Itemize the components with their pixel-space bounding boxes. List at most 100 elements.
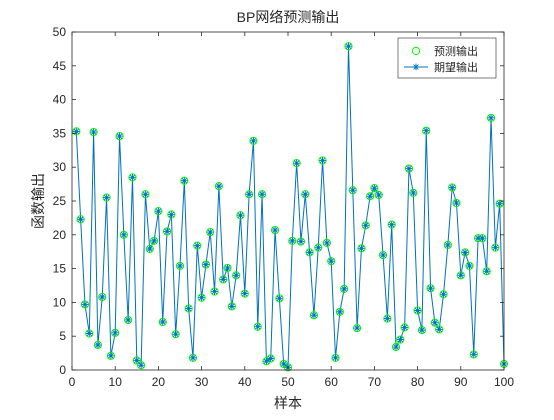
point-expected [310, 311, 318, 319]
legend-box [397, 37, 497, 79]
point-expected [224, 264, 231, 272]
x-tick-label: 50 [281, 375, 295, 389]
point-predicted [89, 127, 98, 137]
point-expected [129, 173, 136, 181]
point-predicted [439, 290, 448, 299]
point-predicted [443, 240, 452, 250]
axes: 0 10 20 30 40 50 60 70 80 90 100 0 5 10 15 20 25 30 35 40 45… [53, 25, 515, 389]
point-predicted [119, 230, 128, 239]
point-expected [349, 186, 357, 194]
point-predicted [210, 287, 219, 296]
point-predicted [240, 289, 249, 298]
point-predicted [292, 159, 301, 168]
point-expected [396, 336, 404, 343]
point-predicted [305, 248, 314, 257]
point-expected [219, 276, 227, 283]
point-predicted [72, 127, 81, 136]
point-predicted [413, 306, 422, 315]
point-expected [116, 132, 123, 140]
point-predicted [357, 244, 366, 253]
point-expected [444, 241, 452, 249]
point-predicted [193, 241, 202, 250]
point-predicted [149, 236, 159, 245]
point-expected [254, 323, 262, 331]
chart-title: BP网络预测输出 [237, 9, 340, 25]
point-predicted [327, 257, 336, 266]
point-predicted [262, 357, 271, 366]
point-expected [409, 189, 417, 197]
x-tick-label: 0 [69, 375, 76, 389]
point-expected [258, 190, 266, 198]
point-expected [483, 267, 491, 275]
point-expected [167, 211, 175, 218]
point-expected [327, 257, 335, 265]
point-expected [288, 237, 296, 245]
point-expected [405, 165, 413, 172]
y-tick-label: 35 [53, 126, 67, 140]
point-predicted [275, 294, 284, 303]
point-expected [306, 248, 313, 256]
point-expected [124, 316, 132, 324]
point-expected [146, 245, 154, 253]
point-expected [250, 137, 257, 145]
point-expected [211, 288, 218, 295]
point-predicted [283, 363, 293, 372]
point-predicted [301, 190, 310, 199]
point-predicted [404, 164, 414, 173]
point-predicted [378, 250, 388, 260]
point-expected [336, 308, 344, 316]
point-predicted [456, 271, 465, 280]
point-expected [245, 190, 253, 198]
point-expected [237, 211, 244, 219]
point-expected [431, 319, 439, 327]
point-expected [85, 330, 93, 337]
point-predicted [387, 220, 396, 229]
point-expected [301, 190, 309, 198]
point-predicted [469, 350, 478, 359]
point-expected [111, 329, 119, 337]
point-predicted [106, 351, 115, 360]
y-tick-label: 20 [53, 228, 67, 242]
point-predicted [171, 330, 180, 339]
point-predicted [370, 184, 379, 193]
point-predicted [452, 198, 461, 208]
point-predicted [175, 261, 185, 270]
point-expected [470, 351, 478, 358]
point-expected [263, 357, 270, 365]
point-predicted [465, 261, 474, 270]
x-axis-label: 样本 [274, 395, 302, 411]
point-predicted [344, 42, 353, 51]
point-predicted [495, 199, 504, 208]
point-expected [371, 184, 378, 192]
point-predicted [93, 340, 103, 350]
point-expected [150, 237, 158, 245]
point-predicted [391, 342, 401, 352]
point-expected [297, 238, 305, 245]
point-expected [461, 248, 469, 256]
point-expected [275, 294, 283, 302]
point-predicted [435, 325, 444, 334]
point-predicted [111, 328, 120, 337]
point-expected [133, 357, 141, 364]
point-predicted [461, 248, 470, 257]
point-expected [314, 244, 322, 252]
y-tick-label: 0 [59, 363, 66, 377]
point-predicted [253, 322, 262, 331]
point-predicted [167, 210, 176, 219]
point-expected [332, 354, 339, 362]
point-predicted [335, 307, 344, 316]
point-predicted [486, 113, 496, 122]
point-predicted [249, 136, 258, 145]
y-tick-label: 30 [53, 160, 67, 174]
point-expected [392, 343, 400, 351]
point-predicted [132, 356, 141, 365]
x-tick-label: 70 [368, 375, 382, 389]
point-expected [280, 360, 288, 368]
point-expected [94, 341, 102, 349]
y-tick-label: 50 [53, 25, 67, 39]
point-predicted [348, 186, 357, 195]
y-tick-label: 5 [59, 329, 66, 343]
point-predicted [491, 243, 500, 252]
